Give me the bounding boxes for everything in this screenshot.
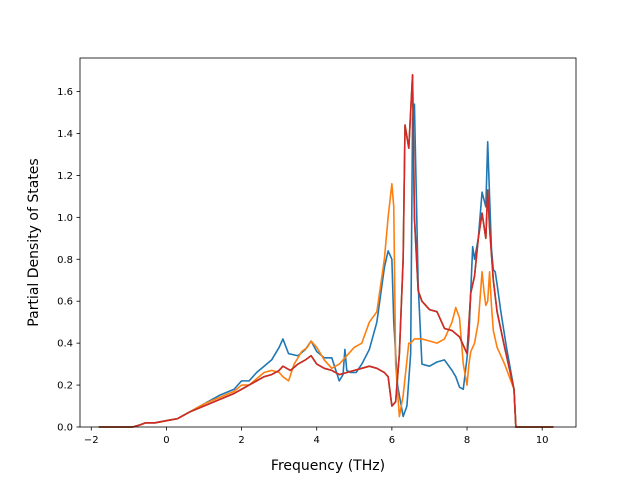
- y-axis-label: Partial Density of States: [26, 158, 42, 326]
- plot-frame: [79, 57, 577, 428]
- x-tick-label: 10: [536, 435, 549, 446]
- y-tick-label: 0.6: [57, 297, 73, 308]
- series-line-4: [98, 73, 554, 428]
- x-tick-label: 2: [238, 435, 244, 446]
- series-layer: [98, 73, 554, 428]
- x-tick-label: 6: [389, 435, 395, 446]
- x-tick-label: 0: [163, 435, 169, 446]
- series-line-2: [98, 183, 554, 428]
- y-tick-label: 1.2: [57, 171, 73, 182]
- x-tick-label: −2: [84, 435, 99, 446]
- x-tick-label: 8: [464, 435, 470, 446]
- series-line-1: [98, 103, 554, 428]
- y-tick-label: 1.6: [57, 87, 73, 98]
- x-axis-label: Frequency (THz): [271, 458, 385, 474]
- y-tick-label: 0.4: [57, 339, 73, 350]
- y-tick-label: 0.2: [57, 381, 73, 392]
- x-tick-label: 4: [314, 435, 320, 446]
- y-tick-label: 0.0: [57, 423, 73, 434]
- y-tick-label: 1.4: [57, 129, 73, 140]
- y-tick-label: 0.8: [57, 255, 73, 266]
- y-axis-ticks: 0.0 0.2 0.4 0.6 0.8 1.0 1.2 1.4 1.6: [57, 87, 80, 434]
- x-axis-ticks: −2 0 2 4 6 8 10: [84, 427, 549, 446]
- y-tick-label: 1.0: [57, 213, 73, 224]
